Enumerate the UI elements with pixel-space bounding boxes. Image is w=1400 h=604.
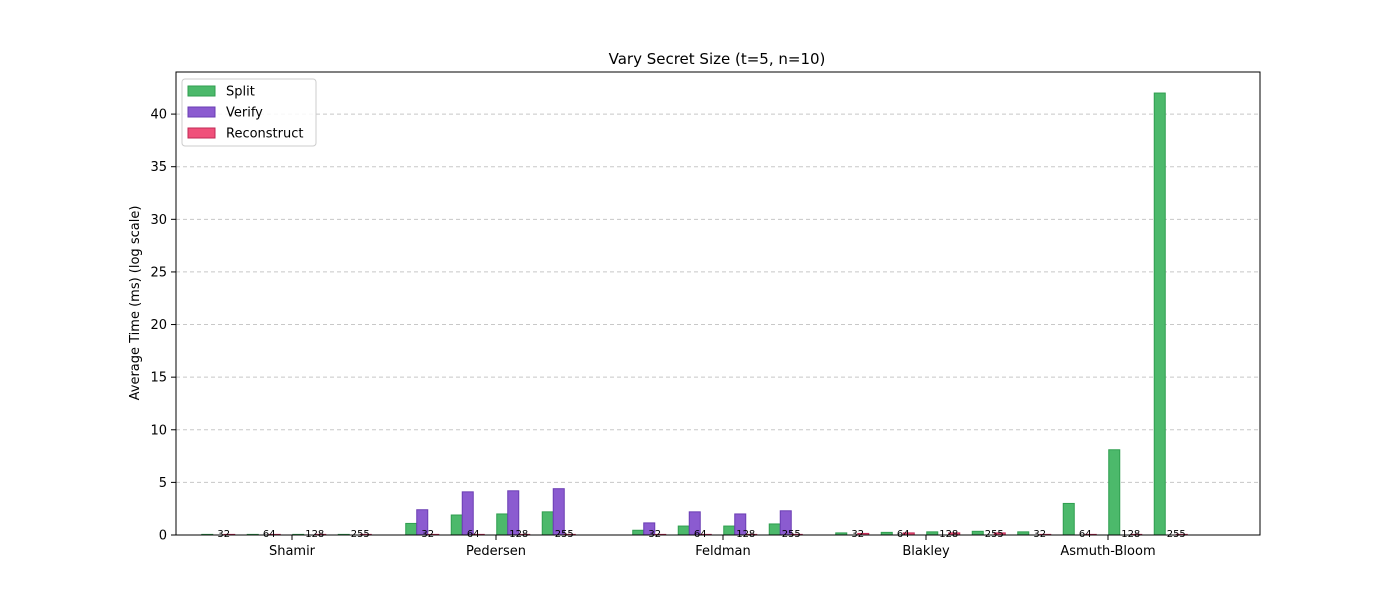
x-tick-label: Pedersen (466, 544, 526, 559)
bar-split (1062, 502, 1075, 536)
bar-split (541, 511, 554, 536)
y-tick-label: 30 (150, 213, 167, 228)
bars (201, 92, 1188, 536)
bar-split (450, 514, 463, 536)
y-tick-label: 0 (159, 529, 167, 544)
y-tick-label: 25 (150, 265, 167, 280)
bar-split (1153, 92, 1166, 536)
bar-split (632, 529, 645, 536)
bar-split (971, 530, 984, 536)
y-axis-label: Average Time (ms) (log scale) (128, 206, 143, 401)
legend-swatch-split (187, 85, 216, 97)
y-tick-label: 15 (150, 371, 167, 386)
y-tick-label: 5 (159, 476, 167, 491)
x-tick-label: Asmuth-Bloom (1060, 544, 1155, 559)
legend: Split Verify Reconstruct (181, 78, 317, 147)
y-tick-label: 20 (150, 318, 167, 333)
legend-swatch-reconstruct (187, 127, 216, 139)
legend-swatch-verify (187, 106, 216, 118)
axes: 0 5 10 15 20 25 30 35 40 Shamir Pedersen Feldman Bla… (150, 71, 1261, 559)
bar-split (723, 525, 736, 536)
x-tick-label: Feldman (695, 544, 751, 559)
bar-split (768, 523, 781, 536)
plot-frame (175, 71, 1261, 536)
legend-label-reconstruct: Reconstruct (226, 127, 304, 142)
chart-title: Vary Secret Size (t=5, n=10) (609, 50, 826, 68)
bar-split (405, 522, 418, 536)
bar-split (677, 525, 690, 536)
bar-split (1108, 449, 1121, 536)
y-tick-label: 10 (150, 423, 167, 438)
bar-split (496, 513, 509, 536)
grid-lines (176, 113, 1260, 483)
x-tick-label: Blakley (902, 544, 950, 559)
legend-label-verify: Verify (226, 106, 263, 121)
y-tick-label: 35 (150, 160, 167, 175)
x-tick-label: Shamir (269, 544, 316, 559)
y-tick-label: 40 (150, 108, 167, 123)
legend-label-split: Split (226, 85, 255, 100)
